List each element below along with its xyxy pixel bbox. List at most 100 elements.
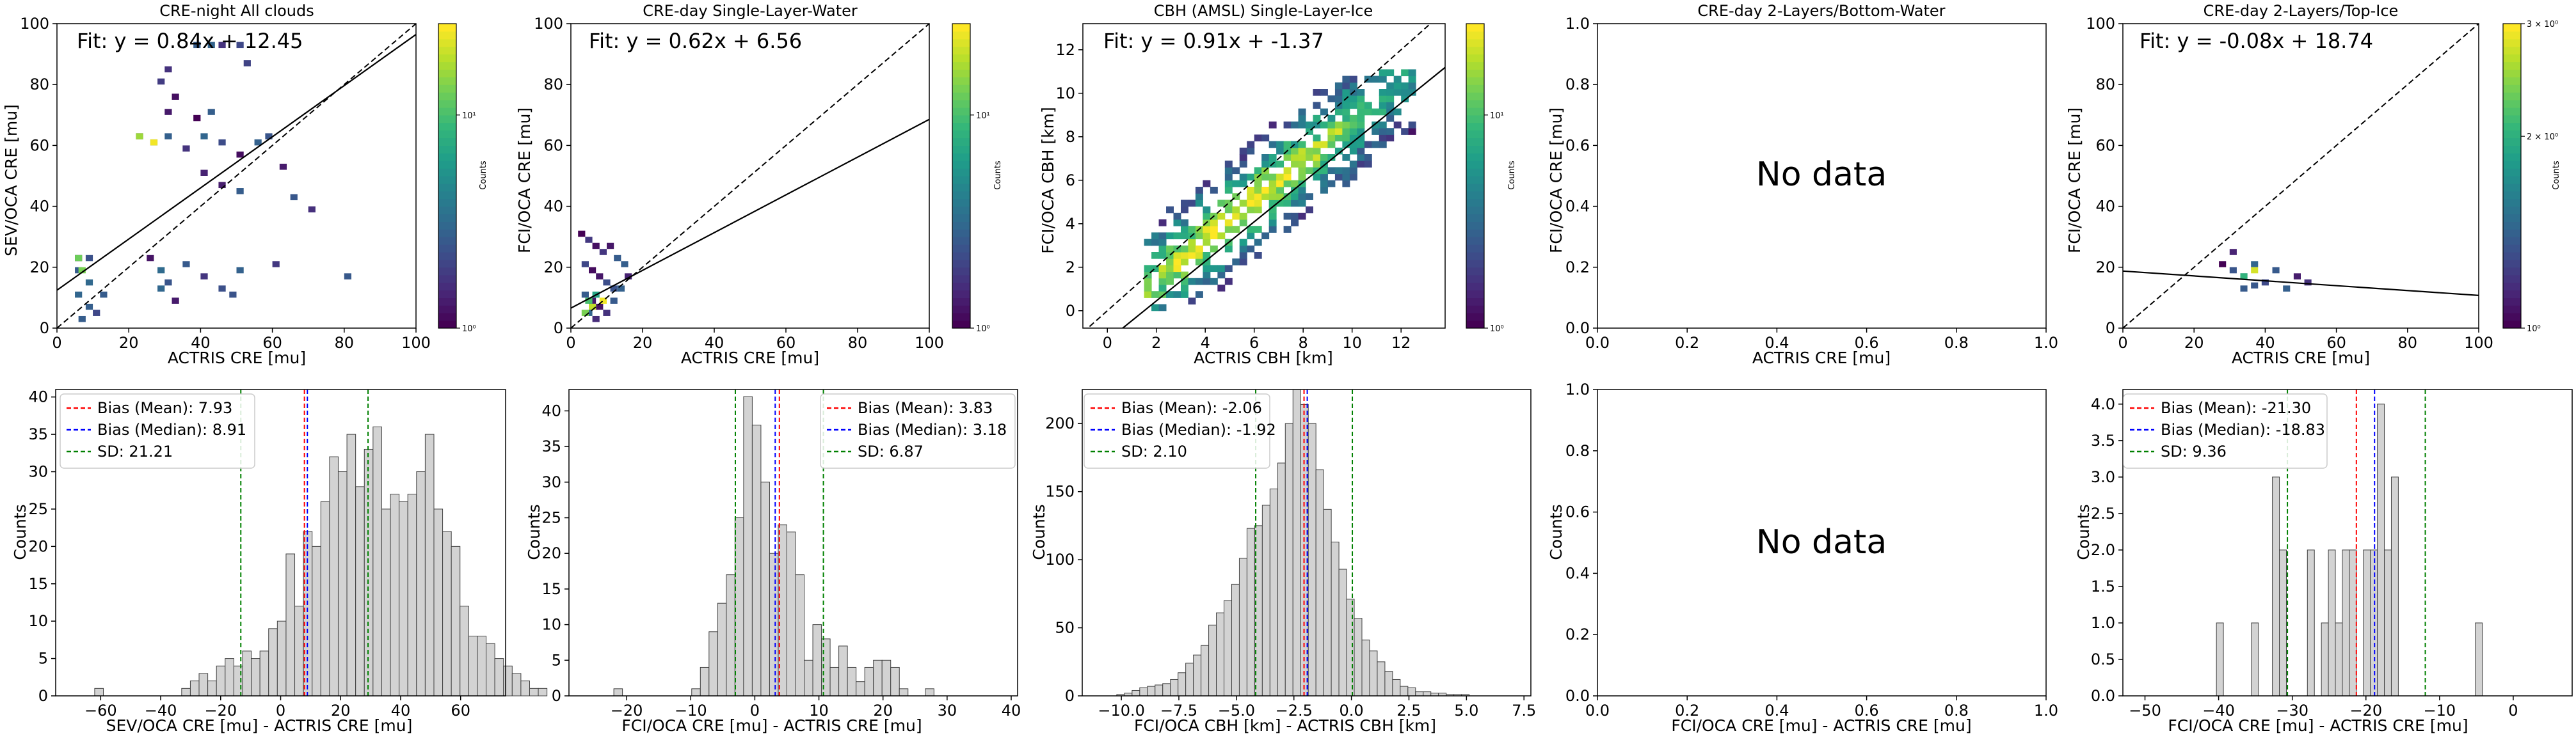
colorbar-segment <box>952 305 970 313</box>
colorbar-segment <box>952 274 970 283</box>
heatmap-cell <box>1342 89 1350 96</box>
histogram-bar <box>873 659 883 697</box>
colorbar-segment <box>1466 114 1484 123</box>
heatmap-cell <box>1306 206 1313 214</box>
colorbar-segment <box>1466 206 1484 215</box>
histogram-bar <box>734 517 744 697</box>
colorbar-segment <box>952 198 970 207</box>
histogram-bar <box>899 688 909 697</box>
colorbar: 10⁰ 10¹ <box>952 23 990 334</box>
heatmap-cell <box>2251 261 2259 267</box>
heatmap-cell <box>1349 141 1357 148</box>
colorbar-segment <box>2503 31 2521 40</box>
panel-r2c2: −20 −10 0 10 20 30 40 0 5 10 15 20 25 30 35 40 FCI/OCA … <box>525 389 1021 735</box>
heatmap-cell <box>1151 232 1160 240</box>
x-tick-label: 100 <box>915 334 944 352</box>
heatmap-cell <box>1158 239 1167 246</box>
histogram-bar <box>717 602 727 697</box>
heatmap-cell <box>1261 193 1270 200</box>
heatmap-cell <box>1268 187 1277 194</box>
legend-sd: SD: 2.10 <box>1121 443 1187 461</box>
fit-line <box>1121 67 1445 328</box>
identity-line <box>1087 24 1432 328</box>
colorbar-segment <box>1466 267 1484 276</box>
heatmap-cells <box>75 42 352 322</box>
heatmap-cell <box>1180 200 1188 207</box>
heatmap-cell <box>1217 271 1226 279</box>
heatmap-cell <box>1195 232 1203 240</box>
heatmap-cell <box>1342 108 1350 116</box>
heatmap-cell <box>1327 134 1336 142</box>
heatmap-cell <box>1180 291 1188 298</box>
heatmap-cell <box>1239 245 1247 253</box>
y-tick-label: 30 <box>28 463 48 481</box>
x-tick-label: 10 <box>1342 334 1362 352</box>
colorbar-segment <box>2503 107 2521 116</box>
histogram-bar <box>2342 549 2350 697</box>
x-tick-label: 40 <box>705 334 724 352</box>
histogram-bar <box>1384 671 1393 697</box>
heatmap-cell <box>1158 219 1167 226</box>
heatmap-cell <box>1291 180 1299 187</box>
histogram-bar <box>416 471 426 697</box>
colorbar-segment <box>952 259 970 268</box>
histogram-bar <box>294 606 304 697</box>
histogram-bar <box>881 659 892 697</box>
heatmap-cell <box>1180 252 1188 259</box>
colorbar-segment <box>2503 305 2521 313</box>
colorbar-segment <box>438 320 456 329</box>
x-tick-label: −7.5 <box>1160 702 1197 720</box>
x-tick-label: 12 <box>1391 334 1411 352</box>
heatmap-cell <box>1357 141 1365 148</box>
heatmap-cell <box>1203 265 1211 272</box>
heatmap-cell <box>1379 75 1387 83</box>
colorbar-segment <box>438 297 456 306</box>
heatmap-cell <box>1195 245 1203 253</box>
histogram-bar <box>399 501 408 697</box>
heatmap-cell <box>1180 278 1188 285</box>
x-tick-label: −20 <box>2349 702 2382 720</box>
colorbar-segment <box>2503 46 2521 55</box>
heatmap-cell <box>1158 304 1167 311</box>
colorbar-segment <box>438 191 456 200</box>
colorbar-segment <box>438 54 456 63</box>
colorbar-segment <box>952 92 970 100</box>
heatmap-cell <box>1173 219 1181 226</box>
heatmap-cell <box>1173 212 1181 220</box>
heatmap-cell <box>1232 167 1240 175</box>
histogram-bar <box>207 681 217 697</box>
histogram-bar <box>1231 583 1240 697</box>
heatmap-cell <box>2283 285 2291 292</box>
colorbar-segment <box>2503 244 2521 253</box>
x-axis-label: ACTRIS CRE [mu] <box>2232 349 2370 367</box>
heatmap-cell <box>1239 154 1247 161</box>
histogram-bars <box>613 396 934 697</box>
heatmap-cell <box>236 151 244 158</box>
heatmap-cell <box>1239 258 1247 265</box>
legend: Bias (Mean): -21.30 Bias (Median): -18.8… <box>2123 393 2328 469</box>
identity-line <box>571 24 929 328</box>
heatmap-cell <box>1247 187 1255 194</box>
fit-lines <box>571 24 929 328</box>
heatmap-cell-hot <box>581 310 589 316</box>
histogram-bar <box>2321 622 2329 697</box>
heatmap-cell <box>1268 226 1277 233</box>
histogram-bars <box>2216 404 2483 697</box>
heatmap-cell <box>1268 141 1277 148</box>
heatmap-cells <box>2219 249 2312 292</box>
colorbar-segment <box>438 282 456 291</box>
colorbar-segment <box>1466 290 1484 298</box>
heatmap-cell <box>1334 89 1343 96</box>
heatmap-cell <box>1158 291 1167 298</box>
histogram-bar <box>1178 672 1187 697</box>
heatmap-cell <box>1166 278 1174 285</box>
y-tick-label: 8 <box>1066 128 1075 146</box>
heatmap-cell <box>1306 167 1313 175</box>
colorbar-segment <box>952 46 970 55</box>
heatmap-cell <box>182 261 190 267</box>
colorbar-segment <box>952 252 970 260</box>
y-axis-label: Counts <box>11 504 29 560</box>
colorbar-segment <box>2503 61 2521 70</box>
heatmap-cell <box>1166 265 1174 272</box>
panel-title: CRE-day 2-Layers/Top-Ice <box>2204 2 2399 20</box>
